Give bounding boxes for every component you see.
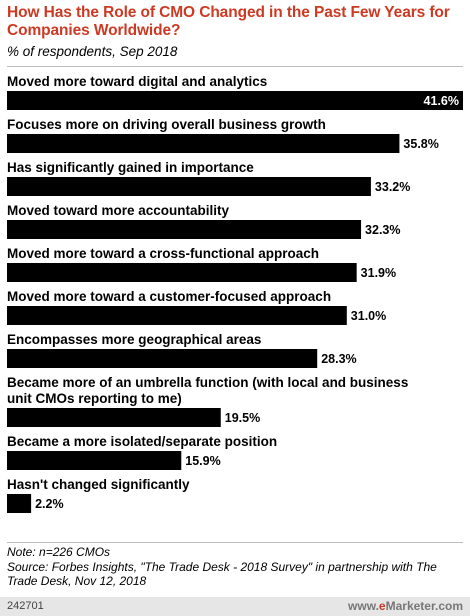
- bar: [7, 408, 221, 427]
- brand-suffix: .com: [434, 599, 463, 613]
- category-label: Moved more toward digital and analytics: [7, 74, 267, 89]
- footer-bar: [0, 597, 470, 616]
- value-label: 41.6%: [424, 94, 459, 108]
- source-text: Source: Forbes Insights, "The Trade Desk…: [7, 559, 437, 589]
- category-label: Moved more toward a customer-focused app…: [7, 289, 331, 304]
- top-divider: [7, 66, 463, 67]
- category-label: Became a more isolated/separate position: [7, 434, 277, 449]
- bar: [7, 220, 362, 239]
- chart-id: 242701: [7, 600, 44, 612]
- bottom-divider: [7, 542, 463, 543]
- chart-notes: Note: n=226 CMOs Source: Forbes Insights…: [7, 545, 463, 589]
- category-label: Encompasses more geographical areas: [7, 332, 261, 347]
- bar: [7, 349, 318, 368]
- value-label: 35.8%: [403, 137, 438, 151]
- category-label: Hasn't changed significantly: [7, 477, 190, 492]
- brand-e: e: [378, 599, 386, 613]
- value-label: 28.3%: [321, 352, 356, 366]
- value-label: 32.3%: [365, 223, 400, 237]
- chart-subtitle: % of respondents, Sep 2018: [7, 44, 178, 59]
- category-label: Has significantly gained in importance: [7, 160, 254, 175]
- category-label: Became more of an umbrella function (wit…: [7, 375, 408, 390]
- bar: [7, 177, 371, 196]
- value-label: 31.0%: [351, 309, 386, 323]
- bar: [7, 91, 463, 110]
- category-label: Moved toward more accountability: [7, 203, 230, 218]
- category-label: unit CMOs reporting to me): [7, 391, 182, 406]
- bar: [7, 451, 182, 470]
- bar: [7, 306, 347, 325]
- bar: [7, 494, 32, 513]
- value-label: 2.2%: [35, 497, 64, 511]
- bar: [7, 263, 357, 282]
- brand-rest: Marketer: [385, 599, 435, 613]
- bar: [7, 134, 400, 153]
- note-text: Note: n=226 CMOs: [7, 545, 111, 559]
- category-label: Moved more toward a cross-functional app…: [7, 246, 319, 261]
- value-label: 31.9%: [361, 266, 396, 280]
- chart-title: How Has the Role of CMO Changed in the P…: [7, 4, 450, 39]
- emarketer-logo: www.eMarketer.com: [348, 599, 463, 613]
- value-label: 33.2%: [375, 180, 410, 194]
- brand-prefix: www.: [348, 599, 379, 613]
- value-label: 19.5%: [225, 411, 260, 425]
- value-label: 15.9%: [185, 454, 220, 468]
- bar-chart: Moved more toward digital and analytics 4…: [7, 74, 463, 513]
- category-label: Focuses more on driving overall business…: [7, 117, 326, 132]
